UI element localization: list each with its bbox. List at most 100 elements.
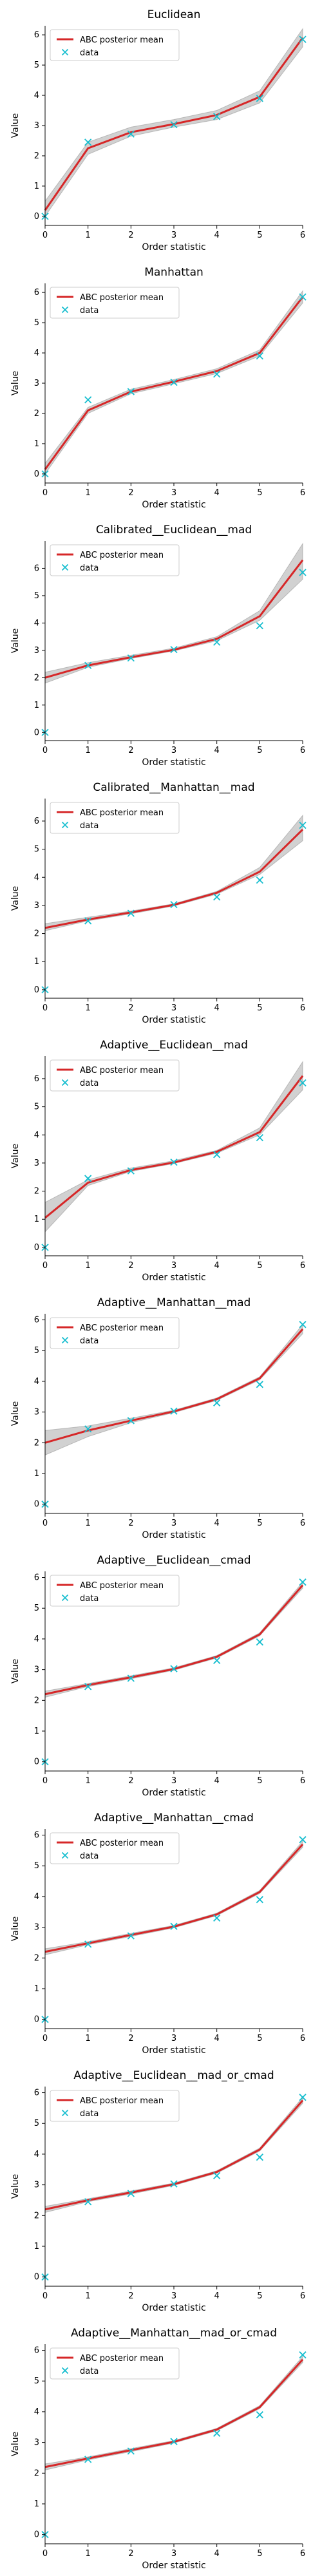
legend-box xyxy=(50,1832,180,1864)
y-tick-label: 3 xyxy=(34,646,39,656)
x-tick-label: 2 xyxy=(128,488,133,498)
legend-data-swatch xyxy=(61,1852,69,1859)
legend-data-label: data xyxy=(80,2109,99,2119)
y-axis-label: Value xyxy=(10,886,21,911)
y-tick-label: 2 xyxy=(34,151,39,161)
y-tick-label: 3 xyxy=(34,1665,39,1675)
legend-data-swatch xyxy=(61,821,69,829)
y-tick-label: 4 xyxy=(34,2150,39,2159)
chart-title: Adaptive__Manhattan__mad_or_cmad xyxy=(71,2327,277,2340)
data-point xyxy=(84,661,92,669)
x-tick-label: 5 xyxy=(257,2034,262,2043)
legend-box xyxy=(50,2347,180,2380)
legend-box xyxy=(50,1317,180,1349)
y-tick-label: 6 xyxy=(34,817,39,826)
x-tick-label: 0 xyxy=(43,746,48,755)
y-tick-label: 5 xyxy=(34,61,39,70)
data-point xyxy=(299,1836,307,1844)
chart-panel: Adaptive__Manhattan__mad 0 1 2 3 4 5 6 0 1 2 3 4 5 6 Or… xyxy=(10,1296,307,1540)
posterior-samples-band xyxy=(44,2355,303,2471)
data-point xyxy=(84,2456,92,2463)
legend-data-label: data xyxy=(80,306,99,316)
legend: ABC posterior mean data xyxy=(50,2347,180,2380)
data-point xyxy=(299,2351,307,2359)
y-tick-label: 1 xyxy=(34,2242,39,2251)
data-point xyxy=(170,120,178,129)
data-point xyxy=(170,645,178,654)
chart-panel: Adaptive__Euclidean__mad 0 1 2 3 4 5 6 0 1 2 3 4 5 6 Or… xyxy=(10,1039,307,1283)
y-tick-label: 6 xyxy=(34,288,39,298)
y-tick-label: 1 xyxy=(34,957,39,967)
x-tick-label: 1 xyxy=(86,1519,91,1528)
data-point xyxy=(170,378,178,386)
x-axis-label: Order statistic xyxy=(142,2303,205,2313)
data-point xyxy=(256,352,263,360)
y-tick-label: 6 xyxy=(34,1074,39,1084)
y-axis-label: Value xyxy=(10,629,21,653)
y-tick-label: 6 xyxy=(34,2346,39,2356)
legend-data-label: data xyxy=(80,1336,99,1346)
y-tick-label: 3 xyxy=(34,901,39,911)
legend-data-label: data xyxy=(80,1079,99,1088)
legend-box xyxy=(50,802,180,834)
y-tick-label: 0 xyxy=(34,469,39,479)
posterior-mean-line xyxy=(44,559,304,679)
x-tick-label: 5 xyxy=(257,1003,262,1013)
data-point xyxy=(170,1407,178,1415)
x-tick-label: 1 xyxy=(86,1261,91,1271)
x-tick-label: 5 xyxy=(257,1519,262,1528)
data-point xyxy=(127,2447,135,2455)
y-axis-label: Value xyxy=(10,1144,21,1168)
x-tick-label: 5 xyxy=(257,2291,262,2301)
y-tick-label: 5 xyxy=(34,318,39,328)
data-point xyxy=(256,1133,263,1142)
x-tick-label: 4 xyxy=(214,231,220,240)
x-tick-label: 5 xyxy=(257,1776,262,1786)
data-point xyxy=(256,876,263,884)
y-tick-label: 1 xyxy=(34,1469,39,1479)
legend-data-swatch xyxy=(61,1336,69,1344)
y-tick-label: 2 xyxy=(34,2468,39,2478)
legend: ABC posterior mean data xyxy=(50,1317,180,1349)
legend-mean-label: ABC posterior mean xyxy=(80,1066,164,1075)
y-tick-label: 2 xyxy=(34,1953,39,1963)
y-tick-label: 4 xyxy=(34,91,39,100)
data-point xyxy=(299,35,307,43)
data-point xyxy=(256,2154,263,2161)
data-point xyxy=(84,396,92,404)
data-point xyxy=(127,654,135,662)
data-point xyxy=(84,2198,92,2206)
y-tick-label: 1 xyxy=(34,2499,39,2509)
data-point xyxy=(213,370,221,378)
data-point xyxy=(84,1683,92,1690)
y-tick-label: 3 xyxy=(34,2181,39,2190)
y-tick-label: 4 xyxy=(34,2407,39,2417)
x-axis-label: Order statistic xyxy=(142,2561,205,2571)
y-tick-label: 1 xyxy=(34,1984,39,1994)
y-tick-label: 2 xyxy=(34,1696,39,1705)
legend-mean-label: ABC posterior mean xyxy=(80,2354,164,2363)
x-tick-label: 3 xyxy=(171,2291,176,2301)
x-tick-label: 4 xyxy=(214,1003,220,1013)
x-tick-label: 2 xyxy=(128,1003,133,1013)
data-point xyxy=(256,2411,263,2419)
x-tick-label: 5 xyxy=(257,2549,262,2559)
posterior-mean-line xyxy=(44,1075,304,1219)
chart-title: Calibrated__Manhattan__mad xyxy=(93,781,254,794)
x-tick-label: 1 xyxy=(86,1776,91,1786)
y-tick-label: 0 xyxy=(34,2015,39,2025)
data-point xyxy=(213,1399,221,1406)
y-tick-label: 3 xyxy=(34,1408,39,1417)
posterior-mean-line xyxy=(44,828,304,929)
y-axis-label: Value xyxy=(10,1917,21,1941)
y-tick-label: 4 xyxy=(34,348,39,358)
legend-data-swatch xyxy=(61,2367,69,2374)
x-tick-label: 0 xyxy=(43,488,48,498)
x-tick-label: 2 xyxy=(128,1776,133,1786)
chart-panel: Euclidean 0 1 2 3 4 5 6 0 1 2 3 4 5 6 Order statistic Va… xyxy=(10,8,307,252)
legend-data-swatch xyxy=(61,48,69,56)
data-point xyxy=(84,1425,92,1433)
x-tick-label: 4 xyxy=(214,1519,220,1528)
chart-title: Euclidean xyxy=(147,8,201,21)
